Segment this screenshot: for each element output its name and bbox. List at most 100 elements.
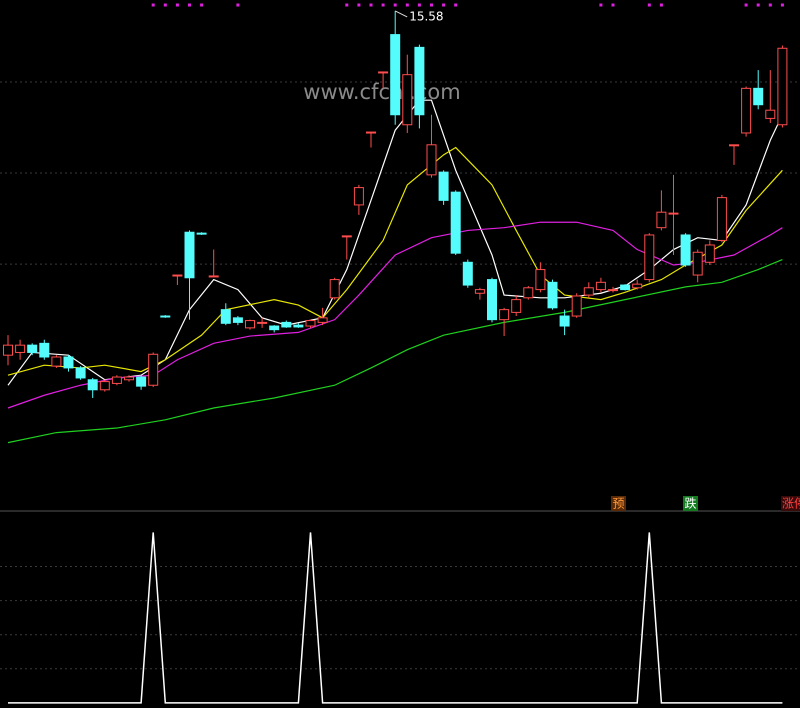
signal-dot — [442, 3, 446, 7]
candle-body — [620, 284, 631, 291]
signal-dot — [369, 3, 373, 7]
annotation-arrow — [394, 10, 408, 18]
watermark: www.cfchi.com — [303, 80, 460, 104]
candle-body — [257, 321, 268, 324]
signal-dot — [381, 3, 385, 7]
candle-body — [196, 232, 207, 235]
candle-body — [426, 144, 437, 176]
candle-body — [450, 191, 461, 254]
candle-body — [329, 279, 340, 299]
signal-dot — [659, 3, 663, 7]
candle-body — [680, 234, 691, 266]
candle-body — [124, 376, 134, 381]
candle-body — [148, 353, 159, 386]
candle-body — [390, 34, 401, 116]
candle-body — [729, 144, 739, 147]
signal-box — [683, 496, 698, 511]
signal-dot — [188, 3, 191, 7]
candle-body — [704, 244, 715, 263]
candle-body — [547, 281, 558, 309]
signal-box — [781, 496, 800, 511]
signal-dot — [357, 3, 361, 7]
candle-body — [402, 74, 413, 126]
signal-label: 跌 — [684, 496, 696, 511]
candle-body — [160, 315, 171, 318]
candle-body — [63, 356, 74, 369]
signal-dot — [345, 3, 349, 7]
signal-dot — [236, 3, 240, 7]
candle-body — [245, 320, 255, 329]
candle-body — [317, 317, 328, 323]
candle-body — [608, 289, 618, 292]
candle-body — [474, 289, 485, 294]
candle-body — [366, 131, 376, 134]
candle-body — [99, 381, 110, 391]
signal-dot — [405, 3, 409, 7]
candle-body — [777, 47, 788, 126]
candle-body — [438, 171, 449, 201]
signal-dot — [744, 3, 748, 7]
candle-body — [136, 376, 147, 387]
signal-dot — [175, 3, 179, 7]
candle-body — [632, 283, 643, 289]
candle-body — [87, 379, 98, 391]
candle-body — [353, 187, 364, 206]
signal-dot — [780, 3, 784, 7]
indicator-line — [8, 532, 783, 704]
candle-body — [39, 342, 50, 358]
candle-body — [111, 376, 122, 384]
candle-body — [220, 309, 231, 324]
candle-body — [305, 320, 316, 327]
signal-dot — [647, 3, 651, 7]
ma-line — [7, 258, 783, 444]
signal-label: 涨停 — [782, 496, 800, 511]
candle-body — [692, 251, 703, 276]
candle-body — [281, 321, 292, 328]
candle-body — [535, 269, 546, 291]
candle-body — [583, 287, 594, 296]
candle-body — [668, 212, 679, 215]
signal-dot — [200, 3, 204, 7]
candle-body — [3, 344, 13, 356]
candle-body — [656, 211, 667, 229]
candle-body — [184, 231, 195, 279]
candle-body — [414, 46, 425, 116]
candle-body — [511, 299, 522, 313]
signal-dot — [417, 3, 421, 7]
signal-dot — [454, 3, 458, 7]
signal-label: 预 — [612, 497, 624, 511]
candle-body — [15, 344, 26, 353]
candle-body — [208, 275, 219, 278]
candle-body — [559, 315, 570, 327]
candle-body — [595, 281, 606, 291]
candle-body — [716, 197, 727, 241]
signal-dot — [756, 3, 760, 7]
signal-dot — [151, 3, 155, 7]
candle-body — [269, 325, 280, 331]
candle-body — [765, 109, 776, 119]
candle-body — [523, 287, 534, 299]
candle-body — [571, 295, 582, 317]
high-label: 15.58 — [409, 9, 443, 23]
ma-line — [7, 221, 783, 409]
candle-body — [741, 87, 752, 134]
candle-body — [172, 274, 183, 277]
candle-body — [462, 261, 473, 286]
candle-body — [232, 317, 243, 323]
candle-body — [341, 235, 352, 238]
candle-body — [499, 309, 510, 321]
signal-dot — [163, 3, 167, 7]
signal-dot — [768, 3, 772, 7]
candle-body — [51, 356, 62, 367]
candle-body — [487, 279, 497, 321]
signal-dot — [430, 3, 433, 7]
candle-body — [293, 324, 304, 328]
candle-body — [644, 234, 655, 281]
candle-body — [753, 87, 764, 106]
candle-body — [27, 344, 38, 353]
signal-dot — [393, 3, 397, 7]
signal-dot — [611, 3, 615, 7]
signal-dot — [599, 3, 603, 7]
